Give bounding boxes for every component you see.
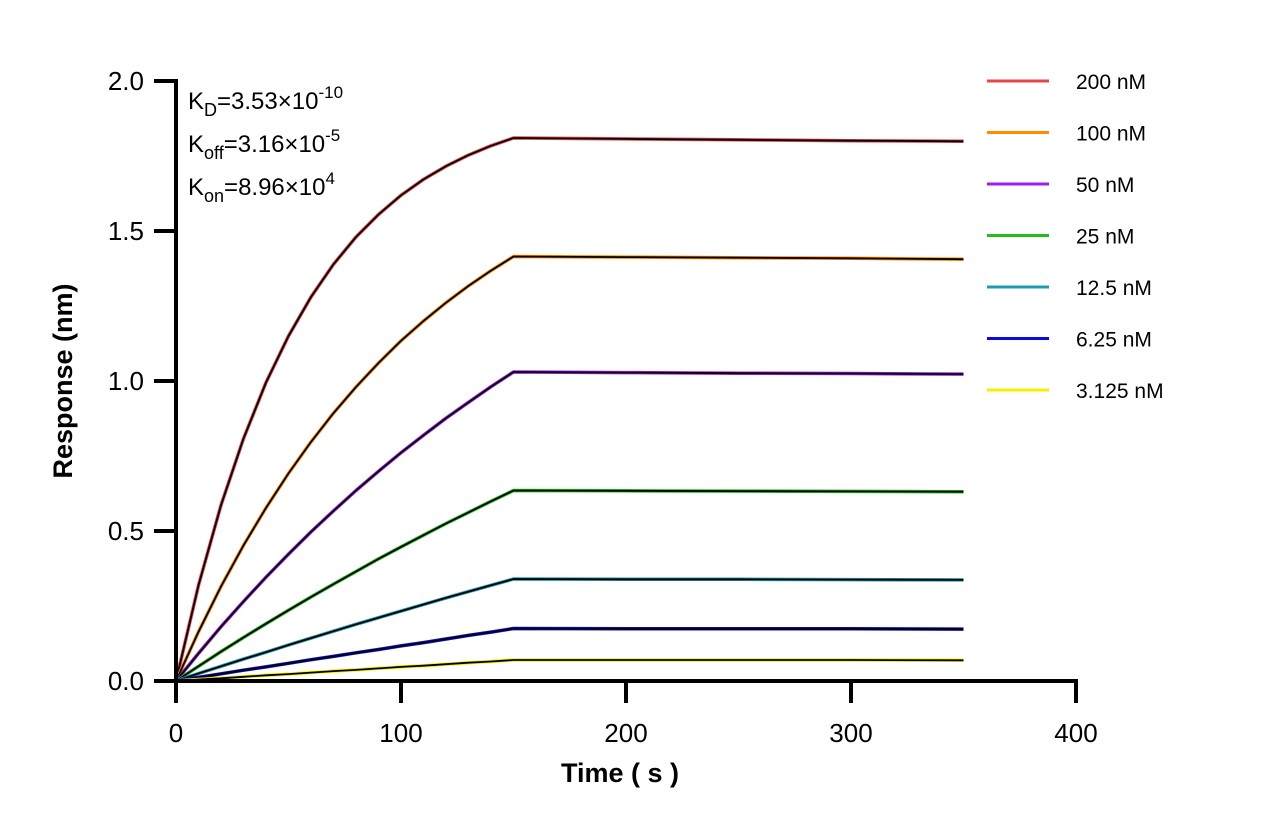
- legend-label: 3.125 nM: [1076, 380, 1164, 403]
- kinetic-constant-annotation: Koff=3.16×10-5: [188, 126, 340, 163]
- legend-item: 100 nM: [987, 123, 1146, 146]
- annotation-value: =8.96×10: [224, 174, 325, 201]
- series-line-100-nM: [174, 254, 964, 682]
- y-tick-label: 0.5: [108, 516, 144, 546]
- series-line-25-nM: [175, 488, 964, 683]
- fit-line-100-nM: [175, 255, 964, 682]
- kinetic-constant-annotation: KD=3.53×10-10: [188, 83, 343, 120]
- x-tick-label: 300: [829, 718, 872, 748]
- series-line-200-nM: [174, 136, 964, 682]
- fit-line-50-nM: [175, 371, 964, 682]
- x-tick-label: 100: [379, 718, 422, 748]
- fit-line-25-nM: [175, 489, 964, 682]
- fit-line-12_5-nM: [175, 578, 964, 682]
- legend-label: 100 nM: [1076, 123, 1146, 146]
- fit-line-6_25-nM: [175, 627, 964, 682]
- x-tick-label: 0: [169, 718, 183, 748]
- legend: 200 nM 100 nM 50 nM 25 nM 12.5 nM 6.25 nM 3.12…: [987, 71, 1164, 403]
- x-tick-label: 200: [604, 718, 647, 748]
- legend-label: 200 nM: [1076, 71, 1146, 94]
- axes: [174, 79, 1078, 683]
- y-axis-label: Response (nm): [48, 283, 78, 478]
- annotation-subscript: on: [204, 186, 224, 206]
- legend-item: 50 nM: [987, 174, 1134, 197]
- fit-line-200-nM: [175, 137, 964, 682]
- y-tick-label: 2.0: [108, 66, 144, 96]
- annotation-value: =3.53×10: [217, 88, 318, 115]
- series-line-50-nM: [174, 370, 964, 683]
- y-tick-label: 1.0: [108, 366, 144, 396]
- annotation-base: K: [188, 174, 204, 201]
- kinetic-constant-annotation: Kon=8.96×104: [188, 169, 335, 206]
- annotation-base: K: [188, 88, 204, 115]
- fit-line-3_125-nM: [175, 659, 964, 682]
- annotation-exponent: 4: [325, 169, 334, 188]
- x-tick-label: 400: [1054, 718, 1097, 748]
- legend-item: 6.25 nM: [987, 329, 1152, 352]
- legend-item: 12.5 nM: [987, 277, 1152, 300]
- legend-item: 3.125 nM: [987, 380, 1164, 403]
- legend-label: 12.5 nM: [1076, 277, 1152, 300]
- legend-label: 25 nM: [1076, 226, 1134, 249]
- annotation-value: =3.16×10: [224, 131, 325, 158]
- annotation-subscript: off: [204, 143, 225, 163]
- y-tick-label: 1.5: [108, 216, 144, 246]
- annotation-base: K: [188, 131, 204, 158]
- y-tick-label: 0.0: [108, 666, 144, 696]
- legend-item: 200 nM: [987, 71, 1146, 94]
- legend-label: 6.25 nM: [1076, 329, 1152, 352]
- annotation-subscript: D: [204, 100, 217, 120]
- ticks: 0 100 200 300 400 0.0 0.5 1.0 1.5 2.0: [108, 66, 1098, 748]
- annotation-exponent: -10: [318, 83, 343, 102]
- series-layer: [174, 136, 964, 683]
- x-axis-label: Time ( s ): [561, 758, 679, 788]
- annotation-exponent: -5: [325, 126, 340, 145]
- legend-label: 50 nM: [1076, 174, 1134, 197]
- legend-item: 25 nM: [987, 226, 1134, 249]
